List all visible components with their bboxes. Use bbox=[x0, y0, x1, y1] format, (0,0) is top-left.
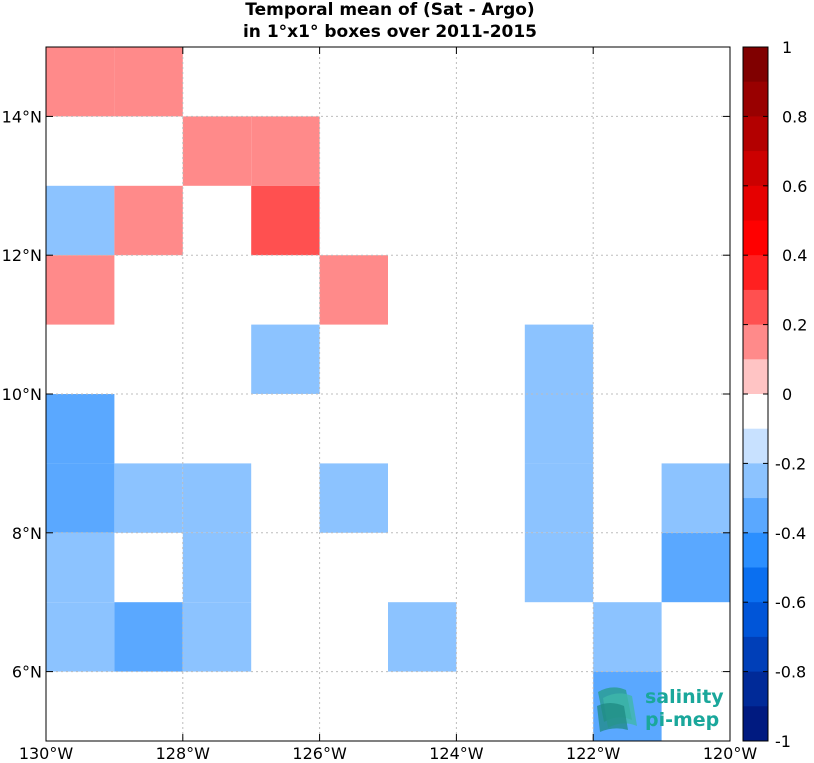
logo-text-line-2: pi-mep bbox=[645, 709, 719, 731]
colorbar-segment bbox=[743, 185, 768, 221]
colorbar-segment bbox=[743, 394, 768, 430]
colorbar-segment bbox=[743, 567, 768, 603]
heatmap-cell bbox=[319, 255, 388, 325]
colorbar-tick-label: 0.4 bbox=[782, 246, 807, 265]
colorbar-tick-label: 1 bbox=[782, 38, 792, 57]
heatmap-cell bbox=[251, 185, 320, 256]
x-tick-label: 130°W bbox=[19, 744, 74, 763]
heatmap-cell bbox=[182, 463, 252, 533]
colorbar-segment bbox=[743, 220, 768, 256]
heatmap-cell bbox=[46, 463, 115, 533]
colorbar-tick-label: -0.4 bbox=[775, 524, 806, 543]
colorbar-tick-label: 0.2 bbox=[782, 316, 807, 335]
y-tick-label: 6°N bbox=[12, 663, 42, 682]
heatmap-cell bbox=[182, 602, 252, 672]
colorbar-segment bbox=[743, 498, 768, 534]
x-tick-label: 128°W bbox=[156, 744, 211, 763]
colorbar-tick-label: -0.2 bbox=[775, 454, 806, 473]
colorbar-tick-label: -0.6 bbox=[775, 593, 806, 612]
colorbar-segment bbox=[743, 463, 768, 499]
colorbar-tick-label: 0 bbox=[782, 385, 792, 404]
heatmap-cell bbox=[46, 532, 115, 603]
colorbar-segment bbox=[743, 532, 768, 568]
y-tick-label: 10°N bbox=[2, 385, 42, 404]
heatmap-cell bbox=[251, 324, 320, 394]
heatmap-cell bbox=[46, 394, 115, 464]
heatmap-cell bbox=[46, 602, 115, 672]
heatmap-cell bbox=[661, 532, 730, 603]
heatmap-cell bbox=[46, 47, 115, 117]
x-tick-label: 124°W bbox=[429, 744, 484, 763]
colorbar-segment bbox=[743, 428, 768, 464]
heatmap-cell bbox=[114, 463, 183, 533]
heatmap-cell bbox=[182, 116, 252, 186]
heatmap-cell bbox=[524, 532, 594, 603]
heatmap-cell bbox=[661, 463, 730, 533]
colorbar-segment bbox=[743, 636, 768, 673]
colorbar-segment bbox=[743, 359, 768, 395]
heatmap-cell bbox=[182, 532, 252, 603]
logo-text-line-1: salinity bbox=[645, 686, 724, 708]
heatmap-cell bbox=[46, 185, 115, 256]
colorbar-segment bbox=[743, 47, 768, 83]
y-tick-label: 14°N bbox=[2, 107, 42, 126]
colorbar-tick-label: 0.6 bbox=[782, 177, 807, 196]
colorbar-segment bbox=[743, 706, 768, 742]
heatmap-cell bbox=[114, 47, 183, 117]
colorbar-segment bbox=[743, 289, 768, 326]
colorbar-segment bbox=[743, 602, 768, 638]
colorbar-segment bbox=[743, 255, 768, 291]
heatmap-cell bbox=[524, 463, 594, 533]
heatmap-cell bbox=[593, 602, 662, 672]
y-tick-label: 8°N bbox=[12, 524, 42, 543]
chart-title-line-2: in 1°x1° boxes over 2011-2015 bbox=[242, 22, 538, 42]
colorbar: 1 0.8 0.6 0.4 0.2 0 -0.2 -0.4 -0.6 -0.8 -1 bbox=[742, 38, 807, 751]
heatmap-cell bbox=[114, 185, 183, 256]
colorbar-tick-label: -0.8 bbox=[775, 663, 806, 682]
heatmap-cell bbox=[46, 255, 115, 325]
heatmap-cell bbox=[319, 463, 388, 533]
heatmap-cell bbox=[524, 394, 594, 464]
colorbar-segment bbox=[743, 151, 768, 187]
ticks-layer: 130°W 128°W 126°W 124°W 122°W 120°W 6°N 8°N 10°N… bbox=[2, 47, 758, 763]
chart-title-line-1: Temporal mean of (Sat - Argo) bbox=[245, 0, 535, 20]
colorbar-segment bbox=[743, 81, 768, 117]
x-tick-label: 126°W bbox=[292, 744, 347, 763]
colorbar-tick-label: -1 bbox=[775, 732, 791, 751]
x-tick-label: 120°W bbox=[703, 744, 758, 763]
cells-layer bbox=[46, 47, 730, 741]
colorbar-segment bbox=[743, 671, 768, 707]
heatmap-cell bbox=[114, 602, 183, 672]
x-tick-label: 122°W bbox=[566, 744, 621, 763]
colorbar-segment bbox=[743, 116, 768, 152]
heatmap-cell bbox=[524, 324, 594, 394]
heatmap-cell bbox=[251, 116, 320, 186]
heatmap-cell bbox=[388, 602, 457, 672]
salinity-pi-mep-logo: salinity pi-mep bbox=[597, 686, 724, 732]
y-tick-label: 12°N bbox=[2, 246, 42, 265]
logo-wave-icon bbox=[597, 687, 637, 732]
colorbar-tick-label: 0.8 bbox=[782, 107, 807, 126]
colorbar-segment bbox=[743, 324, 768, 360]
